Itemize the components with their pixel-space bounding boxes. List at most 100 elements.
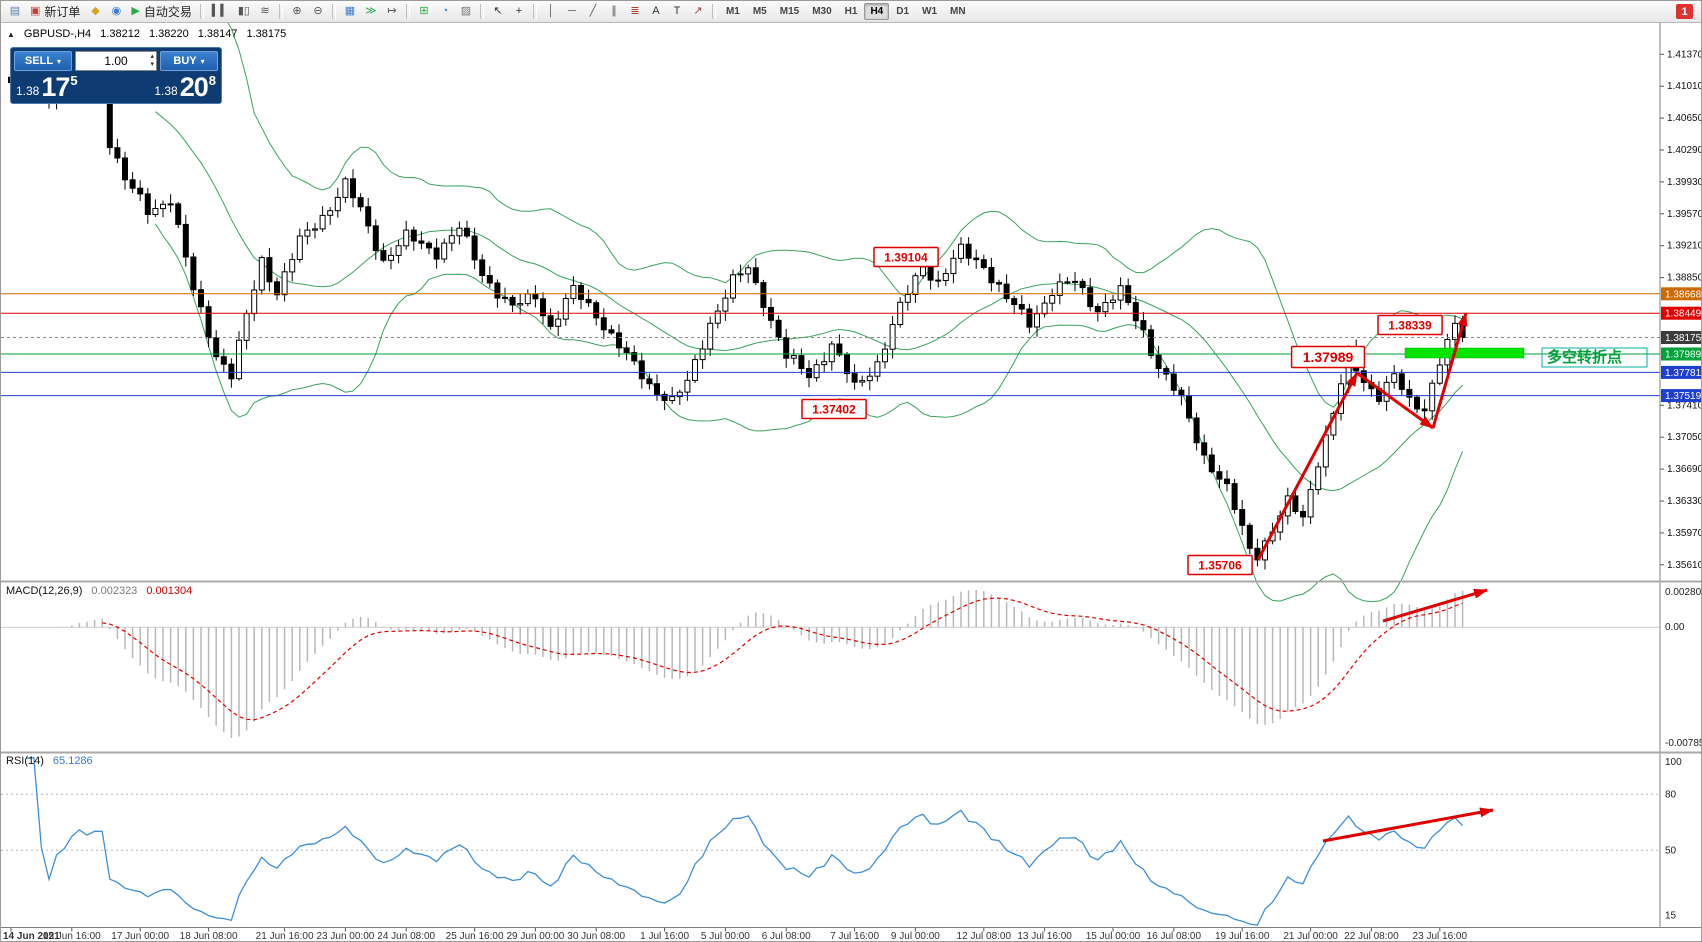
notifications-badge[interactable]: 1 (1676, 4, 1693, 19)
turning-point-note[interactable]: 多空转折点 (1541, 347, 1648, 368)
svg-text:1.36690: 1.36690 (1667, 464, 1702, 475)
price-callouts[interactable]: 1.39104 1.38339 1.37989 1.37402 1.35706 (801, 246, 1443, 576)
candlestick-chart-icon[interactable]: ▮▯ (234, 3, 254, 21)
price-scale-label-1.37989: 1.37989 (1661, 347, 1702, 361)
svg-text:1.35610: 1.35610 (1667, 560, 1702, 571)
bar-chart-icon-glyph: ▍▍ (211, 5, 229, 17)
horizontal-line-icon[interactable]: ─ (562, 3, 582, 21)
toolbar-separator (405, 4, 410, 19)
price-callout-1.39104[interactable]: 1.39104 (873, 246, 939, 268)
one-click-trading-panel: SELL ▾ 1.00 ▴ ▾ BUY ▾ 1.38 17 5 (10, 47, 222, 104)
trend-arrow[interactable] (1431, 312, 1468, 429)
svg-text:17 Jun 00:00: 17 Jun 00:00 (111, 931, 169, 942)
sell-price-pip: 5 (70, 73, 78, 88)
chart-background (1, 23, 1701, 941)
chevron-down-icon: ▾ (200, 56, 205, 66)
green-highlight-zone[interactable] (1404, 347, 1525, 359)
text-label-icon[interactable]: T (667, 3, 687, 21)
price-scale-label-1.37781: 1.37781 (1661, 365, 1701, 379)
auto-scroll-icon[interactable]: ≫ (361, 3, 381, 21)
zoom-out-icon-glyph: ⊖ (313, 5, 323, 17)
timeframe-button-m30[interactable]: M30 (806, 3, 837, 20)
candlestick-chart-icon-glyph: ▮▯ (237, 5, 250, 17)
svg-text:50: 50 (1665, 845, 1677, 856)
trend-arrow[interactable] (1382, 588, 1488, 623)
add-indicator-icon[interactable]: ⊞ (414, 3, 434, 21)
channel-icon-glyph: ∥ (611, 5, 617, 17)
chevron-down-icon: ▾ (57, 56, 62, 66)
fibonacci-icon[interactable]: ≣ (625, 3, 645, 21)
main-toolbar: ▤ ▣ 新订单 ◆ ◉ ▶ 自动交易 ▍▍ ▮▯ ≋ ⊕ ⊖ ▦ ≫ ↦ ⊞ ◔ ▨ ↖ + │ ─ ╱ ∥ ≣ A T ↗ M1 M5 M… (1, 1, 1701, 23)
timeframe-button-d1[interactable]: D1 (890, 3, 915, 20)
vertical-line-icon[interactable]: │ (541, 3, 561, 21)
trend-arrow[interactable] (1256, 372, 1359, 561)
chart-shift-icon-glyph: ↦ (387, 5, 397, 17)
metaeditor-icon[interactable]: ◆ (85, 3, 105, 21)
trend-arrow[interactable] (1322, 807, 1494, 843)
macd-name: MACD(12,26,9) (6, 585, 83, 597)
buy-price-pip: 8 (208, 73, 216, 88)
price-scale-label-1.38668: 1.38668 (1661, 287, 1702, 301)
svg-text:1.38175: 1.38175 (1665, 333, 1702, 344)
cursor-icon[interactable]: ↖ (488, 3, 508, 21)
timeframe-button-w1[interactable]: W1 (916, 3, 943, 20)
bar-chart-icon[interactable]: ▍▍ (208, 3, 233, 21)
lot-decrease-button[interactable]: ▾ (150, 61, 154, 68)
price-axis[interactable] (1660, 23, 1702, 927)
buy-button[interactable]: BUY ▾ (160, 51, 218, 71)
templates-icon[interactable]: ▨ (456, 3, 476, 21)
horizontal-line-icon-glyph: ─ (568, 5, 576, 17)
buy-price[interactable]: 1.38 20 8 (154, 73, 216, 101)
timeframe-button-h4[interactable]: H4 (864, 3, 890, 20)
trend-arrow[interactable] (1356, 371, 1434, 430)
svg-text:1.38668: 1.38668 (1665, 289, 1702, 300)
timeframe-button-h1[interactable]: H1 (839, 3, 864, 20)
annotation-arrows[interactable] (1256, 312, 1494, 843)
line-chart-icon[interactable]: ≋ (255, 3, 275, 21)
svg-text:1.39930: 1.39930 (1667, 177, 1702, 188)
price-callout-1.37402[interactable]: 1.37402 (801, 398, 867, 420)
autotrading-button[interactable]: ▶ 自动交易 (127, 3, 195, 21)
timeframe-button-mn[interactable]: MN (944, 3, 972, 20)
new-chart-icon[interactable]: ▤ (5, 3, 25, 21)
cursor-icon-glyph: ↖ (493, 5, 503, 17)
arrow-tools-icon[interactable]: ↗ (688, 3, 708, 21)
crosshair-icon[interactable]: + (509, 3, 529, 21)
text-icon[interactable]: A (646, 3, 666, 21)
macd-histogram (55, 590, 1464, 739)
market-watch-icon[interactable]: ◉ (106, 3, 126, 21)
toolbar-separator (331, 4, 336, 19)
tile-windows-icon[interactable]: ▦ (340, 3, 360, 21)
metaeditor-icon-glyph: ◆ (91, 5, 100, 17)
text-label-icon-glyph: T (673, 5, 681, 17)
ohlc-low: 1.38147 (197, 28, 238, 40)
price-callout-1.35706[interactable]: 1.35706 (1187, 554, 1253, 576)
timeframe-button-m5[interactable]: M5 (747, 3, 773, 20)
sell-label: SELL (24, 55, 54, 67)
sell-price-prefix: 1.38 (16, 84, 40, 98)
new-order-icon: ▣ (30, 5, 41, 17)
lot-size-field[interactable]: 1.00 ▴ ▾ (75, 51, 157, 71)
price-callout-1.38339[interactable]: 1.38339 (1377, 314, 1443, 336)
zoom-in-icon[interactable]: ⊕ (287, 3, 307, 21)
zoom-out-icon[interactable]: ⊖ (308, 3, 328, 21)
trendline-icon[interactable]: ╱ (583, 3, 603, 21)
trendline-icon-glyph: ╱ (589, 5, 597, 17)
sell-button[interactable]: SELL ▾ (14, 51, 72, 71)
timeframe-button-m1[interactable]: M1 (720, 3, 746, 20)
svg-text:30 Jun 08:00: 30 Jun 08:00 (567, 931, 625, 942)
sell-price[interactable]: 1.38 17 5 (16, 73, 78, 101)
chart-shift-icon[interactable]: ↦ (382, 3, 402, 21)
svg-text:1.37989: 1.37989 (1665, 350, 1702, 361)
channel-icon[interactable]: ∥ (604, 3, 624, 21)
toolbar-separator (278, 4, 283, 19)
arrow-tools-icon-glyph: ↗ (693, 5, 703, 17)
tile-windows-icon-glyph: ▦ (344, 5, 356, 17)
rsi-indicator-label: RSI(14) 65.1286 (6, 755, 93, 767)
lot-increase-button[interactable]: ▴ (150, 53, 154, 60)
new-order-button[interactable]: ▣ 新订单 (26, 3, 84, 21)
macd-indicator-label: MACD(12,26,9) 0.002323 0.001304 (6, 585, 192, 597)
timeframe-button-m15[interactable]: M15 (774, 3, 805, 20)
period-refresh-icon[interactable]: ◔ (435, 3, 455, 21)
price-callout-1.37989[interactable]: 1.37989 (1290, 345, 1366, 369)
